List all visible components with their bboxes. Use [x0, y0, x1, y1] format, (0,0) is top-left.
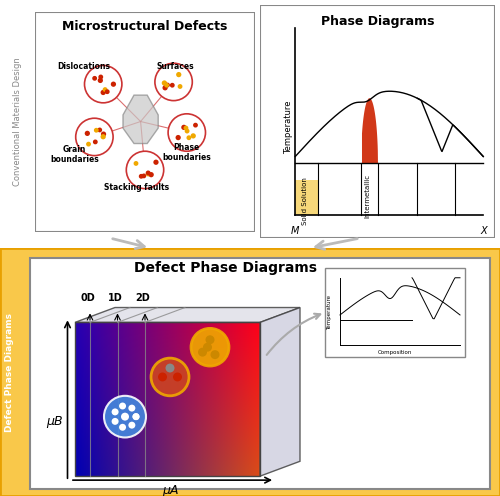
- Circle shape: [151, 358, 189, 396]
- Circle shape: [98, 74, 103, 79]
- Circle shape: [98, 127, 102, 132]
- Circle shape: [82, 129, 87, 134]
- FancyBboxPatch shape: [35, 11, 255, 232]
- Circle shape: [165, 83, 170, 87]
- FancyBboxPatch shape: [30, 258, 490, 489]
- Circle shape: [92, 76, 97, 81]
- Circle shape: [100, 130, 105, 135]
- Circle shape: [158, 372, 167, 381]
- Circle shape: [170, 83, 174, 88]
- Circle shape: [164, 83, 169, 88]
- Circle shape: [102, 87, 108, 92]
- Circle shape: [108, 81, 114, 87]
- Text: Conventional Materials Design: Conventional Materials Design: [13, 57, 22, 186]
- Circle shape: [138, 170, 143, 176]
- Text: Phase Diagrams: Phase Diagrams: [321, 15, 434, 28]
- Circle shape: [93, 139, 98, 144]
- Circle shape: [176, 125, 182, 130]
- Circle shape: [112, 418, 118, 425]
- Circle shape: [121, 413, 129, 421]
- Circle shape: [168, 114, 205, 151]
- Text: μB: μB: [46, 415, 62, 428]
- Circle shape: [180, 86, 185, 91]
- Circle shape: [146, 171, 150, 175]
- Text: Temperature: Temperature: [328, 295, 332, 330]
- Circle shape: [128, 405, 136, 412]
- Circle shape: [119, 403, 126, 410]
- Text: Phase
boundaries: Phase boundaries: [162, 143, 211, 162]
- Text: X: X: [480, 226, 486, 237]
- FancyBboxPatch shape: [260, 5, 495, 238]
- Circle shape: [100, 84, 105, 89]
- Circle shape: [174, 83, 178, 88]
- Circle shape: [186, 135, 192, 140]
- Circle shape: [203, 343, 212, 352]
- Circle shape: [134, 161, 138, 166]
- Text: Composition: Composition: [378, 350, 412, 355]
- Circle shape: [126, 151, 164, 188]
- Text: μA: μA: [162, 484, 178, 496]
- Circle shape: [139, 174, 143, 179]
- Circle shape: [86, 142, 91, 146]
- Circle shape: [186, 124, 191, 129]
- Circle shape: [112, 408, 118, 415]
- Circle shape: [198, 348, 207, 357]
- Circle shape: [166, 364, 174, 372]
- Circle shape: [132, 413, 140, 420]
- Polygon shape: [123, 95, 158, 143]
- Polygon shape: [260, 308, 300, 476]
- Circle shape: [155, 63, 192, 101]
- Text: M: M: [291, 226, 300, 237]
- Circle shape: [206, 335, 214, 344]
- FancyBboxPatch shape: [0, 248, 500, 496]
- Circle shape: [142, 174, 146, 179]
- Circle shape: [128, 422, 136, 429]
- Text: 0D: 0D: [80, 293, 95, 303]
- Circle shape: [132, 413, 140, 420]
- Circle shape: [84, 142, 90, 147]
- Text: Surfaces: Surfaces: [157, 62, 194, 71]
- Circle shape: [184, 125, 188, 130]
- Text: 2D: 2D: [135, 293, 150, 303]
- Text: Grain
boundaries: Grain boundaries: [50, 145, 99, 164]
- Polygon shape: [362, 98, 378, 164]
- Circle shape: [94, 128, 98, 132]
- Circle shape: [76, 118, 113, 156]
- Text: Temperature: Temperature: [284, 101, 292, 154]
- Circle shape: [178, 84, 184, 89]
- Text: Intermetallic: Intermetallic: [364, 174, 370, 218]
- Circle shape: [210, 350, 220, 359]
- Text: Defect Phase Diagrams: Defect Phase Diagrams: [6, 312, 15, 432]
- Text: Dislocations: Dislocations: [57, 62, 110, 71]
- Text: Defect Phase Diagrams: Defect Phase Diagrams: [134, 261, 316, 275]
- Polygon shape: [295, 180, 318, 215]
- Circle shape: [105, 89, 110, 94]
- Polygon shape: [75, 308, 300, 322]
- Circle shape: [173, 372, 182, 381]
- Text: Stacking faults: Stacking faults: [104, 183, 169, 192]
- Text: 1D: 1D: [108, 293, 122, 303]
- Circle shape: [193, 123, 198, 127]
- Circle shape: [184, 128, 190, 133]
- Circle shape: [104, 396, 146, 437]
- Text: Solid Solution: Solid Solution: [302, 177, 308, 225]
- Circle shape: [192, 122, 196, 126]
- Circle shape: [119, 424, 126, 431]
- Circle shape: [104, 89, 110, 94]
- Circle shape: [178, 84, 182, 89]
- Text: Microstructural Defects: Microstructural Defects: [62, 20, 228, 33]
- FancyBboxPatch shape: [325, 268, 465, 357]
- Circle shape: [153, 166, 158, 171]
- Circle shape: [191, 328, 229, 366]
- Circle shape: [84, 65, 122, 103]
- Circle shape: [138, 173, 142, 178]
